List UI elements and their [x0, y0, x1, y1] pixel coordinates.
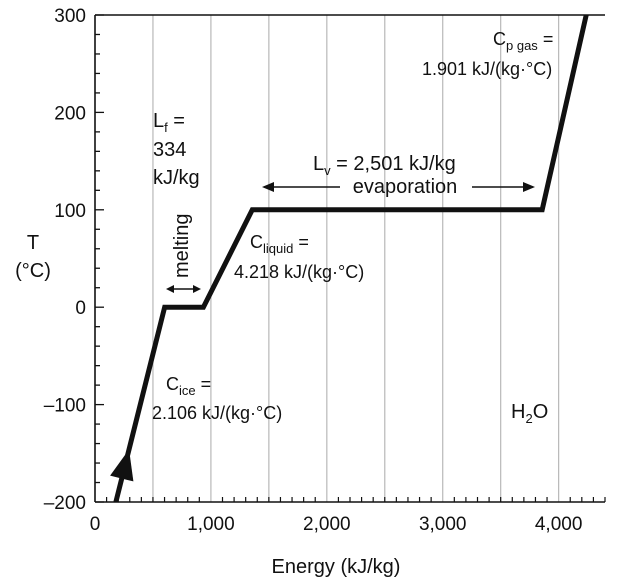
evaporation-label: evaporation: [353, 176, 458, 198]
lf-label: Lf =: [153, 110, 185, 135]
cliquid-label: Cliquid =: [250, 232, 309, 256]
melting-arrow: [166, 285, 201, 293]
x-tick-labels: 0 1,000 2,000 3,000 4,000: [90, 514, 583, 535]
series-group: [110, 14, 589, 503]
cgas-value: 1.901 kJ/(kg·°C): [422, 59, 552, 79]
y-axis-title-line1: T: [27, 232, 39, 254]
series-line-0: [113, 14, 589, 503]
y-axis-title-line2: (°C): [15, 260, 51, 282]
x-tick-label: 1,000: [187, 514, 235, 535]
cgas-label: Cp gas =: [493, 29, 553, 53]
h2o-label: H2O: [511, 401, 548, 426]
y-tick-label: 300: [54, 6, 86, 27]
x-tick-label: 4,000: [535, 514, 583, 535]
melting-label: melting: [171, 214, 193, 278]
y-tick-label: 200: [54, 103, 86, 124]
y-tick-label: 100: [54, 201, 86, 222]
axes: [94, 14, 606, 503]
grid-lines: [152, 15, 560, 502]
cice-value: 2.106 kJ/(kg·°C): [152, 403, 282, 423]
x-tick-label: 0: [90, 514, 101, 535]
y-tick-label: –100: [44, 396, 86, 417]
cice-label: Cice =: [166, 374, 211, 398]
evaporation-arrow: [262, 182, 535, 192]
y-tick-label: 0: [75, 298, 86, 319]
direction-arrowhead: [110, 449, 134, 482]
lv-label: Lv = 2,501 kJ/kg: [313, 153, 456, 178]
lf-value: 334: [153, 139, 186, 161]
y-tick-labels: –200 –100 0 100 200 300: [44, 6, 86, 514]
cliquid-value: 4.218 kJ/(kg·°C): [234, 262, 364, 282]
x-axis-title: Energy (kJ/kg): [272, 556, 401, 578]
x-tick-label: 2,000: [303, 514, 351, 535]
y-tick-label: –200: [44, 493, 86, 514]
x-tick-label: 3,000: [419, 514, 467, 535]
lf-unit: kJ/kg: [153, 167, 200, 189]
